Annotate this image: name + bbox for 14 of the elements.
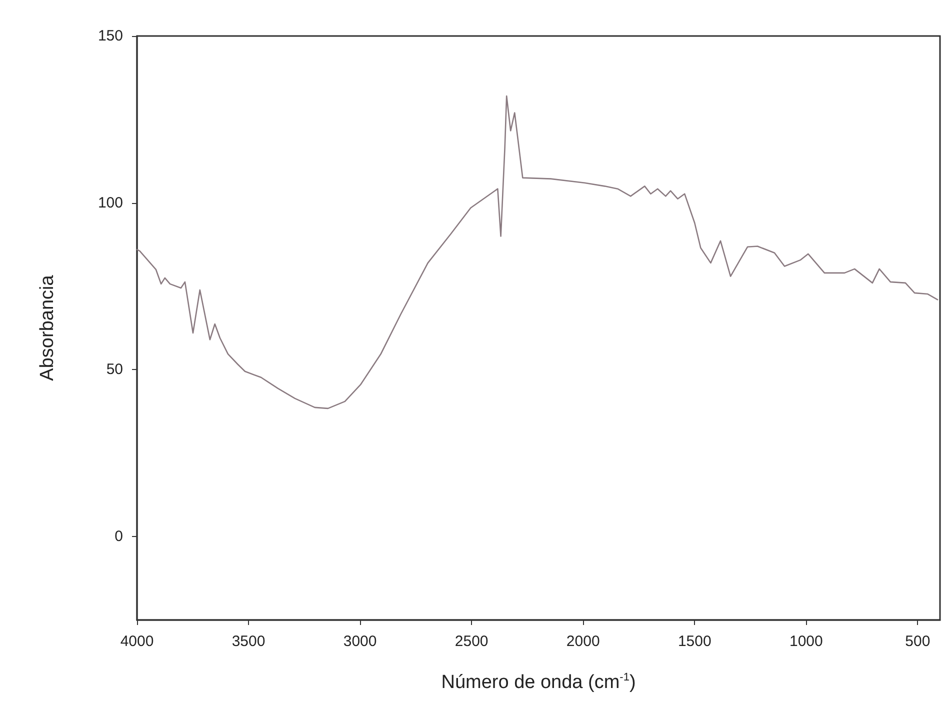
- y-tick-label: 150: [98, 28, 123, 44]
- x-tick-label: 4000: [120, 633, 154, 650]
- x-tick-label: 1500: [678, 633, 712, 650]
- line-series: [136, 95, 938, 410]
- y-tick-label: 50: [106, 361, 123, 378]
- x-tick-label: 3500: [232, 633, 266, 650]
- y-tick-label: 0: [114, 528, 123, 546]
- y-axis-title: Absorbancia: [37, 274, 58, 381]
- x-tick-label: 3000: [343, 633, 377, 650]
- y-tick-label: 100: [98, 194, 123, 212]
- x-tick-label: 2000: [566, 633, 600, 650]
- x-tick-label: 1000: [789, 633, 823, 650]
- x-tick-label: 500: [905, 633, 930, 650]
- x-tick-label: 2500: [454, 633, 488, 650]
